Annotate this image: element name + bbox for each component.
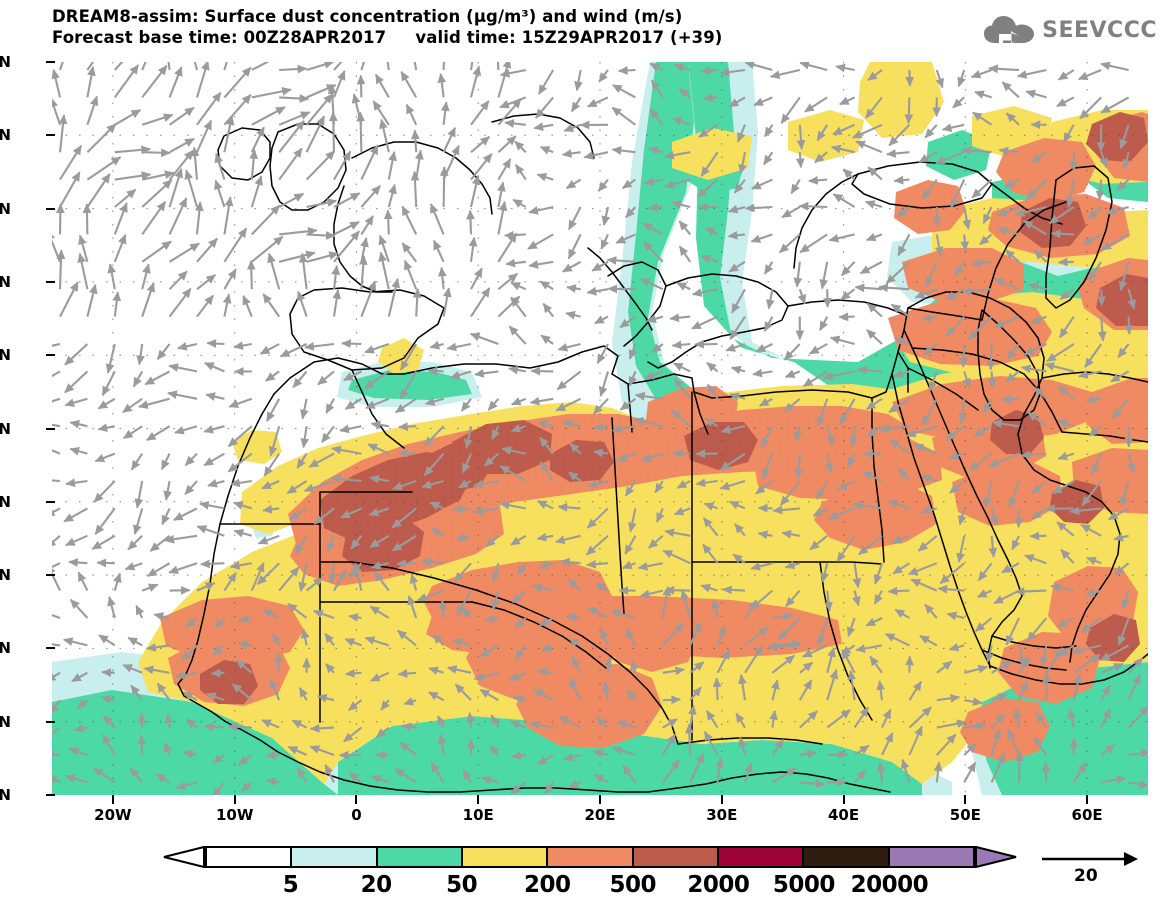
title-line-variable: DREAM8-assim: Surface dust concentration… (52, 7, 683, 26)
lat-tick-label: 30N (0, 419, 11, 438)
lon-tick-label: 20E (584, 806, 616, 824)
lon-tick-mark (599, 795, 601, 804)
seevccc-logo: SEEVCCC (983, 14, 1157, 46)
lat-tick-mark (46, 134, 55, 137)
lat-tick-mark (46, 647, 55, 650)
colorbar-tick-label: 200 (523, 872, 571, 898)
wind-vector-field (52, 62, 1148, 795)
wind-scale-arrow-icon (1042, 852, 1138, 866)
colorbar-swatch (633, 846, 719, 868)
lat-tick-mark (46, 574, 55, 577)
map-plot-area (52, 62, 1148, 795)
wind-scale-key: 20 (1040, 848, 1150, 892)
colorbar-swatch (292, 846, 378, 868)
wind-scale-label: 20 (1074, 866, 1098, 886)
lat-tick-label: 10N (0, 712, 11, 731)
lon-tick-mark (720, 795, 723, 804)
cloud-icon (983, 14, 1035, 46)
lat-tick-mark (46, 720, 55, 723)
lat-tick-label: 35N (0, 346, 11, 365)
colorbar-tick-label: 500 (609, 872, 657, 898)
colorbar-tick-label: 20 (360, 872, 393, 898)
lat-tick-label: 25N (0, 492, 11, 511)
lon-tick-label: 10E (462, 806, 494, 824)
lat-tick-mark (46, 207, 55, 210)
lon-tick-mark (842, 795, 845, 804)
lat-tick-label: 20N (0, 566, 11, 585)
lon-tick-mark (233, 795, 236, 804)
lat-tick-mark (46, 280, 55, 283)
lon-tick-mark (111, 795, 114, 804)
dust-concentration-map (52, 62, 1148, 795)
lon-tick-mark (477, 795, 480, 804)
seevccc-wordmark: SEEVCCC (1042, 17, 1157, 43)
colorbar-over-arrow (975, 846, 1017, 868)
lon-tick-mark (964, 795, 967, 804)
colorbar-swatch (804, 846, 890, 868)
lon-tick-label: 40E (827, 806, 860, 824)
colorbar: 5 20 50 200 500 2000 5000 20000 (163, 846, 1017, 898)
title-line-times: Forecast base time: 00Z28APR2017 valid t… (52, 28, 723, 47)
lon-tick-mark (1086, 795, 1089, 804)
lat-tick-label: 5N (0, 786, 11, 804)
colorbar-tick-label: 5 (282, 872, 299, 898)
lat-tick-mark (46, 427, 55, 430)
colorbar-tick-label: 5000 (772, 872, 836, 898)
figure-title-block: DREAM8-assim: Surface dust concentration… (52, 6, 1032, 48)
colorbar-swatch (889, 846, 975, 868)
lon-tick-label: 0 (351, 806, 362, 824)
lon-tick-label: 60E (1071, 806, 1103, 824)
lon-tick-label: 30E (706, 806, 738, 824)
lon-tick-label: 10W (215, 806, 254, 824)
colorbar-swatch (205, 846, 293, 868)
lat-tick-label: 55N (0, 53, 11, 71)
lat-tick-label: 45N (0, 199, 11, 218)
colorbar-swatch (377, 846, 463, 868)
lat-tick-label: 15N (0, 639, 11, 658)
lat-tick-mark (46, 794, 55, 796)
lat-tick-mark (46, 500, 55, 503)
colorbar-swatch (548, 846, 634, 868)
colorbar-tick-label: 20000 (850, 872, 929, 898)
colorbar-swatch (462, 846, 549, 868)
colorbar-tick-label: 50 (446, 872, 478, 898)
lat-tick-label: 40N (0, 272, 11, 291)
colorbar-swatch (718, 846, 805, 868)
colorbar-under-arrow (163, 846, 205, 868)
lon-tick-mark (355, 795, 358, 804)
lon-tick-label: 20W (94, 806, 132, 824)
lat-tick-mark (46, 354, 55, 357)
lon-tick-label: 50E (949, 806, 981, 824)
lat-tick-label: 50N (0, 126, 11, 145)
lat-tick-mark (46, 61, 55, 63)
colorbar-tick-label: 2000 (687, 872, 750, 898)
colorbar-swatches (205, 846, 975, 868)
